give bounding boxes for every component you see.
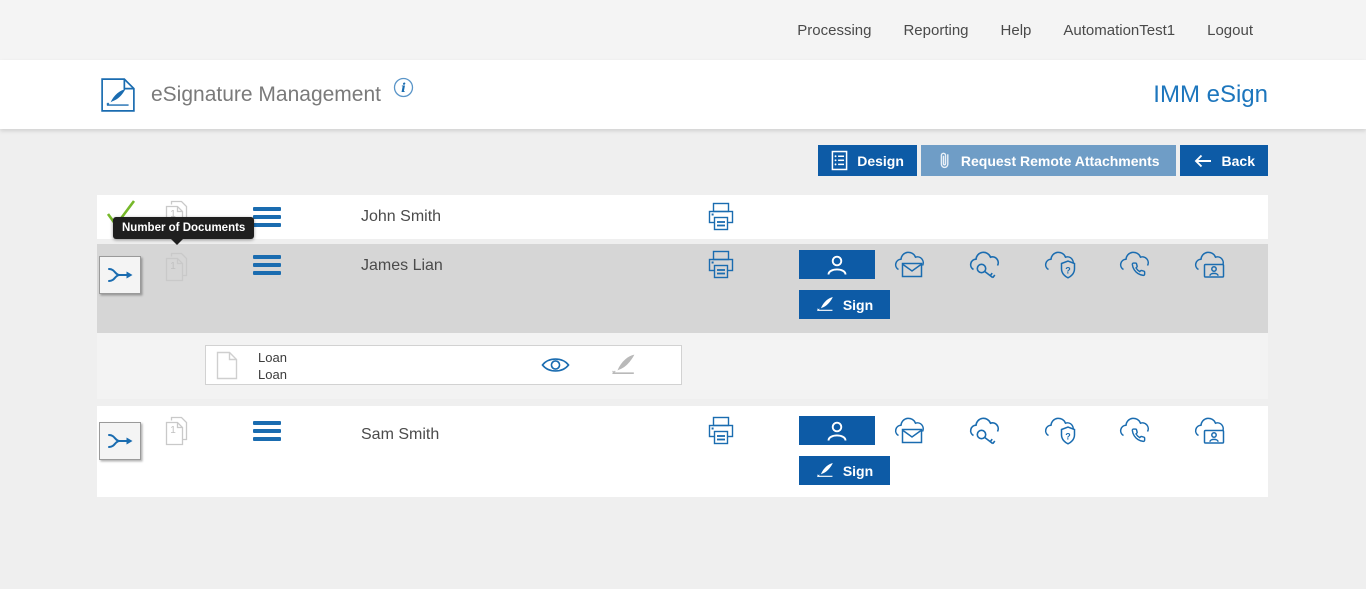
document-card[interactable]: Loan Loan [205,345,682,385]
menu-icon[interactable] [253,421,281,441]
cloud-email-icon[interactable] [892,250,928,282]
design-button-label: Design [857,152,904,169]
in-person-icon [825,254,849,276]
request-remote-attachments-button[interactable]: Request Remote Attachments [920,145,1176,176]
menu-icon[interactable] [253,255,281,275]
documents-count-icon[interactable]: 1 [163,200,189,230]
sign-pen-icon [816,462,835,479]
cloud-key-icon[interactable] [967,416,1003,448]
signer-row-sam-smith[interactable]: 1 Sam Smith Sign [97,406,1268,497]
sign-button[interactable]: Sign [799,290,890,319]
signer-name: Sam Smith [361,426,440,443]
request-remote-attachments-label: Request Remote Attachments [960,152,1160,169]
documents-count-value: 1 [170,209,176,220]
sign-button-label: Sign [842,462,874,479]
document-title: Loan Loan [258,349,287,383]
nav-reporting[interactable]: Reporting [903,21,969,39]
cloud-key-icon[interactable] [967,250,1003,282]
page-title: eSignature Management [151,82,381,106]
sign-pen-icon[interactable] [610,353,638,377]
cloud-security-question-icon[interactable] [1042,416,1078,448]
merge-signer-button[interactable] [99,256,141,294]
documents-count-value: 1 [170,261,176,272]
design-icon [831,150,848,171]
nav-logout[interactable]: Logout [1207,21,1253,39]
sign-button[interactable]: Sign [799,456,890,485]
cloud-id-card-icon[interactable] [1192,250,1228,282]
signer-table: Number of Documents 1 John Smith [97,195,1268,497]
documents-subrow: Loan Loan [97,333,1268,399]
back-button-label: Back [1221,152,1255,169]
document-title-line2: Loan [258,367,287,382]
app-header: eSignature Management i IMM eSign [0,60,1366,129]
paperclip-icon [937,150,952,171]
cloud-phone-icon[interactable] [1117,416,1153,448]
nav-help[interactable]: Help [1000,21,1032,39]
brand-text: IMM eSign [1153,80,1268,108]
esign-document-icon [100,77,136,113]
svg-text:i: i [401,80,406,95]
document-title-line1: Loan [258,350,287,365]
in-person-sign-button[interactable] [799,250,875,279]
documents-count-tooltip: Number of Documents [113,217,255,245]
merge-icon [107,266,133,284]
signer-name: John Smith [361,208,442,225]
sign-pen-icon [816,296,835,313]
view-icon[interactable] [541,355,570,375]
print-icon[interactable] [708,202,734,232]
documents-count-icon[interactable]: 1 [163,416,189,446]
print-icon[interactable] [708,416,734,446]
nav-user-automationtest1[interactable]: AutomationTest1 [1063,21,1176,39]
row-divider [97,399,1268,406]
nav-processing[interactable]: Processing [797,21,872,39]
signer-name: James Lian [361,257,443,274]
cloud-email-icon[interactable] [892,416,928,448]
cloud-id-card-icon[interactable] [1192,416,1228,448]
document-icon [216,351,238,380]
cloud-security-question-icon[interactable] [1042,250,1078,282]
sign-button-label: Sign [842,296,874,313]
back-arrow-icon [1193,153,1213,169]
main-content: Design Request Remote Attachments Back N… [0,145,1366,497]
in-person-sign-button[interactable] [799,416,875,445]
design-button[interactable]: Design [818,145,917,176]
documents-count-value: 1 [170,425,176,436]
merge-signer-button[interactable] [99,422,141,460]
toolbar: Design Request Remote Attachments Back [0,145,1268,176]
signer-row-john-smith[interactable]: 1 John Smith [97,195,1268,239]
top-nav: Processing Reporting Help AutomationTest… [0,0,1366,60]
merge-icon [107,432,133,450]
back-button[interactable]: Back [1179,145,1268,176]
in-person-icon [825,420,849,442]
signer-row-james-lian[interactable]: 1 James Lian Sign [97,244,1268,333]
menu-icon[interactable] [253,207,281,227]
documents-count-icon[interactable]: 1 [163,252,189,282]
info-icon[interactable]: i [393,77,414,98]
cloud-phone-icon[interactable] [1117,250,1153,282]
print-icon[interactable] [708,250,734,280]
